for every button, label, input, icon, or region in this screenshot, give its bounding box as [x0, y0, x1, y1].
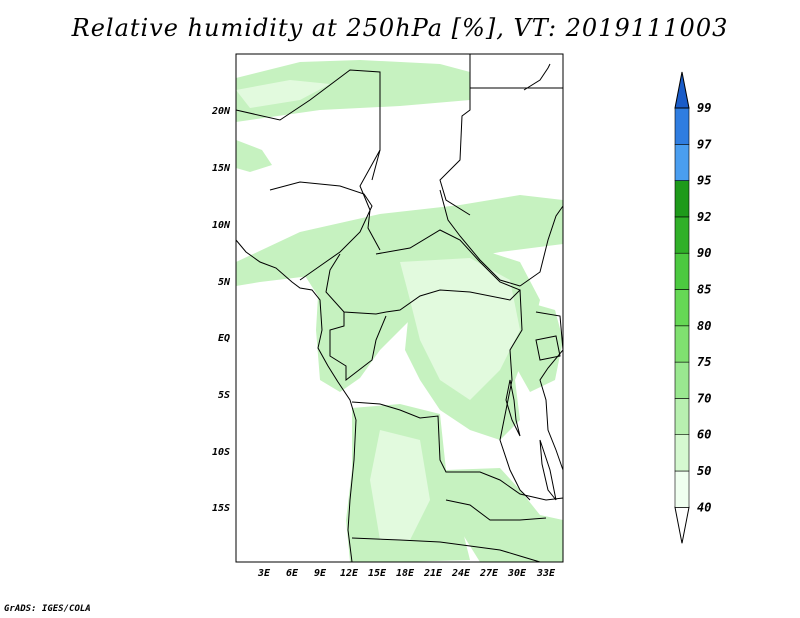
- border-sudan-south: [519, 205, 564, 287]
- colorbar: 40 50 60 70 75 80 85 90 92 95 97 99: [674, 71, 712, 544]
- shade-light-3: [236, 80, 330, 108]
- lon-label: 18E: [396, 568, 415, 579]
- lon-label: 30E: [507, 568, 527, 579]
- border-east: [535, 311, 564, 471]
- colorbar-segment: [674, 107, 690, 145]
- colorbar-segment: [674, 398, 690, 435]
- colorbar-label: 70: [697, 391, 711, 405]
- border-chad-sudan: [439, 189, 521, 287]
- lat-label: 20N: [211, 106, 231, 117]
- grads-credit: GrADS: IGES/COLA: [4, 604, 91, 614]
- colorbar-segment: [674, 216, 690, 254]
- colorbar-segment: [674, 252, 690, 290]
- colorbar-segment: [674, 470, 690, 508]
- colorbar-segment: [674, 434, 690, 472]
- colorbar-label: 40: [697, 500, 711, 514]
- border-cameroon: [325, 253, 387, 315]
- shade-north-band: [236, 60, 470, 122]
- colorbar-segment: [674, 180, 690, 218]
- lat-label: 15N: [212, 163, 231, 174]
- colorbar-label: 90: [697, 246, 711, 260]
- lon-axis: 3E 6E 9E 12E 15E 18E 21E 24E 27E 30E 33E: [257, 568, 556, 579]
- lat-label: 10S: [212, 447, 230, 458]
- colorbar-segment: [674, 361, 690, 399]
- lon-label: 3E: [257, 568, 271, 579]
- colorbar-segment: [674, 144, 690, 181]
- colorbar-label: 92: [697, 210, 711, 224]
- lat-axis: 20N 15N 10N 5N EQ 5S 10S 15S: [211, 106, 231, 514]
- shade-congo-west: [300, 260, 420, 392]
- colorbar-label: 80: [697, 319, 711, 333]
- colorbar-label: 99: [697, 101, 711, 115]
- lon-label: 6E: [286, 568, 299, 579]
- lake-malawi: [539, 439, 557, 501]
- colorbar-label: 85: [697, 283, 711, 297]
- coast-red-sea: [523, 63, 551, 91]
- humidity-shading: [236, 60, 563, 562]
- border-zambia: [445, 499, 547, 521]
- colorbar-segment: [674, 325, 690, 363]
- lon-label: 27E: [479, 568, 499, 579]
- chart-title: Relative humidity at 250hPa [%], VT: 201…: [71, 14, 729, 42]
- colorbar-label: 60: [697, 428, 711, 442]
- lake-victoria: [535, 335, 561, 361]
- colorbar-segment: [674, 289, 690, 327]
- colorbar-label: 95: [697, 174, 711, 188]
- lat-label: 10N: [212, 220, 231, 231]
- shade-sahel-band: [236, 195, 563, 286]
- border-congo: [329, 312, 387, 382]
- lon-label: 12E: [340, 568, 359, 579]
- border-drc-south: [351, 401, 564, 501]
- lake-tanganyika: [505, 379, 521, 437]
- colorbar-label: 97: [697, 137, 712, 151]
- lon-label: 15E: [368, 568, 387, 579]
- colorbar-min-arrow: [674, 506, 690, 544]
- map-borders: [235, 54, 564, 563]
- border-drc-east: [499, 289, 531, 501]
- colorbar-max-arrow: [674, 71, 690, 109]
- lon-label: 21E: [423, 568, 443, 579]
- coastline-west: [235, 239, 357, 563]
- lon-label: 33E: [536, 568, 556, 579]
- lon-label: 24E: [451, 568, 471, 579]
- shade-southeast: [446, 468, 563, 562]
- border-libya-egypt: [439, 54, 471, 216]
- colorbar-label: 50: [697, 464, 711, 478]
- lon-label: 9E: [314, 568, 327, 579]
- lat-label: EQ: [218, 333, 230, 344]
- border-nigeria: [269, 181, 373, 281]
- border-angola-south: [351, 537, 541, 563]
- map-frame: [235, 53, 564, 563]
- colorbar-label: 75: [697, 355, 711, 369]
- lat-label: 5S: [218, 390, 230, 401]
- shade-west-strip: [236, 140, 272, 172]
- lat-label: 5N: [218, 277, 231, 288]
- shade-light-2: [370, 430, 430, 540]
- lat-label: 15S: [212, 503, 230, 514]
